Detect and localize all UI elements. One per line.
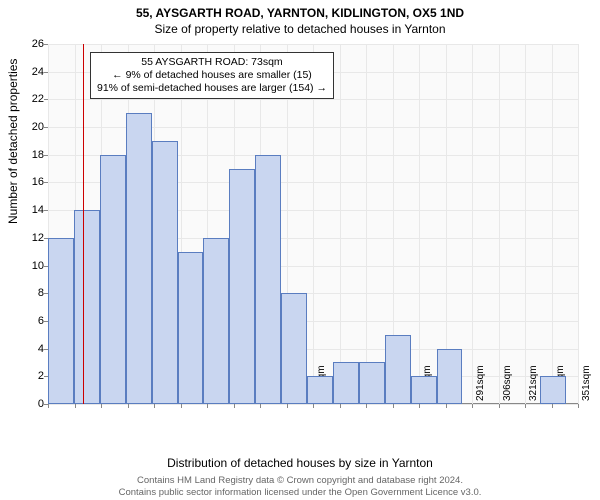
histogram-bar bbox=[540, 376, 566, 404]
x-tick bbox=[154, 404, 155, 408]
marker-line bbox=[83, 44, 85, 404]
x-tick bbox=[393, 404, 394, 408]
x-axis-title: Distribution of detached houses by size … bbox=[0, 456, 600, 470]
x-tick bbox=[207, 404, 208, 408]
histogram-bar bbox=[385, 335, 411, 404]
x-tick-label: 321sqm bbox=[528, 365, 539, 401]
y-axis-title: Number of detached properties bbox=[6, 59, 20, 224]
histogram-bar bbox=[229, 169, 255, 404]
y-tick-label: 18 bbox=[20, 149, 44, 161]
x-tick bbox=[499, 404, 500, 408]
x-tick bbox=[234, 404, 235, 408]
gridline-v bbox=[499, 44, 500, 404]
x-tick-label: 306sqm bbox=[502, 365, 513, 401]
histogram-bar bbox=[437, 349, 461, 404]
y-tick-label: 12 bbox=[20, 232, 44, 244]
x-tick bbox=[340, 404, 341, 408]
x-tick bbox=[128, 404, 129, 408]
y-tick-label: 16 bbox=[20, 176, 44, 188]
gridline-v bbox=[578, 44, 579, 404]
x-tick bbox=[48, 404, 49, 408]
x-tick bbox=[472, 404, 473, 408]
footer-line2: Contains public sector information licen… bbox=[0, 487, 600, 498]
x-tick-label: 291sqm bbox=[475, 365, 486, 401]
histogram-bar bbox=[333, 362, 359, 404]
annotation-line2: ← 9% of detached houses are smaller (15) bbox=[97, 69, 327, 82]
chart-container: 0246810121416182022242653sqm68sqm83sqm98… bbox=[48, 44, 578, 404]
y-tick-label: 20 bbox=[20, 121, 44, 133]
y-tick-label: 4 bbox=[20, 343, 44, 355]
histogram-bar bbox=[100, 155, 126, 404]
y-tick-label: 10 bbox=[20, 260, 44, 272]
plot-area: 0246810121416182022242653sqm68sqm83sqm98… bbox=[48, 44, 578, 404]
x-tick bbox=[287, 404, 288, 408]
y-tick-label: 0 bbox=[20, 398, 44, 410]
histogram-bar bbox=[203, 238, 229, 404]
histogram-bar bbox=[281, 293, 307, 404]
x-tick bbox=[578, 404, 579, 408]
x-tick bbox=[552, 404, 553, 408]
y-tick-label: 6 bbox=[20, 315, 44, 327]
page-subtitle: Size of property relative to detached ho… bbox=[0, 20, 600, 36]
x-tick bbox=[366, 404, 367, 408]
x-tick bbox=[525, 404, 526, 408]
x-tick bbox=[419, 404, 420, 408]
x-tick bbox=[446, 404, 447, 408]
y-tick-label: 22 bbox=[20, 93, 44, 105]
gridline-v bbox=[552, 44, 553, 404]
y-tick-label: 8 bbox=[20, 287, 44, 299]
histogram-bar bbox=[152, 141, 178, 404]
histogram-bar bbox=[126, 113, 152, 404]
y-tick-label: 24 bbox=[20, 66, 44, 78]
histogram-bar bbox=[48, 238, 74, 404]
y-tick-label: 26 bbox=[20, 38, 44, 50]
x-tick bbox=[260, 404, 261, 408]
histogram-bar bbox=[359, 362, 385, 404]
x-tick bbox=[101, 404, 102, 408]
footer-attribution: Contains HM Land Registry data © Crown c… bbox=[0, 475, 600, 498]
gridline-v bbox=[340, 44, 341, 404]
annotation-line1: 55 AYSGARTH ROAD: 73sqm bbox=[97, 56, 327, 69]
page-title: 55, AYSGARTH ROAD, YARNTON, KIDLINGTON, … bbox=[0, 0, 600, 20]
gridline-v bbox=[472, 44, 473, 404]
x-tick bbox=[75, 404, 76, 408]
footer-line1: Contains HM Land Registry data © Crown c… bbox=[0, 475, 600, 486]
histogram-bar bbox=[74, 210, 100, 404]
annotation-line3: 91% of semi-detached houses are larger (… bbox=[97, 82, 327, 95]
annotation-box: 55 AYSGARTH ROAD: 73sqm← 9% of detached … bbox=[90, 52, 334, 99]
gridline-v bbox=[419, 44, 420, 404]
gridline-v bbox=[366, 44, 367, 404]
x-tick-label: 351sqm bbox=[581, 365, 592, 401]
x-tick bbox=[181, 404, 182, 408]
histogram-bar bbox=[411, 376, 437, 404]
x-tick bbox=[313, 404, 314, 408]
histogram-bar bbox=[255, 155, 281, 404]
histogram-bar bbox=[178, 252, 202, 404]
gridline-v bbox=[525, 44, 526, 404]
y-tick-label: 2 bbox=[20, 370, 44, 382]
y-tick-label: 14 bbox=[20, 204, 44, 216]
histogram-bar bbox=[307, 376, 333, 404]
